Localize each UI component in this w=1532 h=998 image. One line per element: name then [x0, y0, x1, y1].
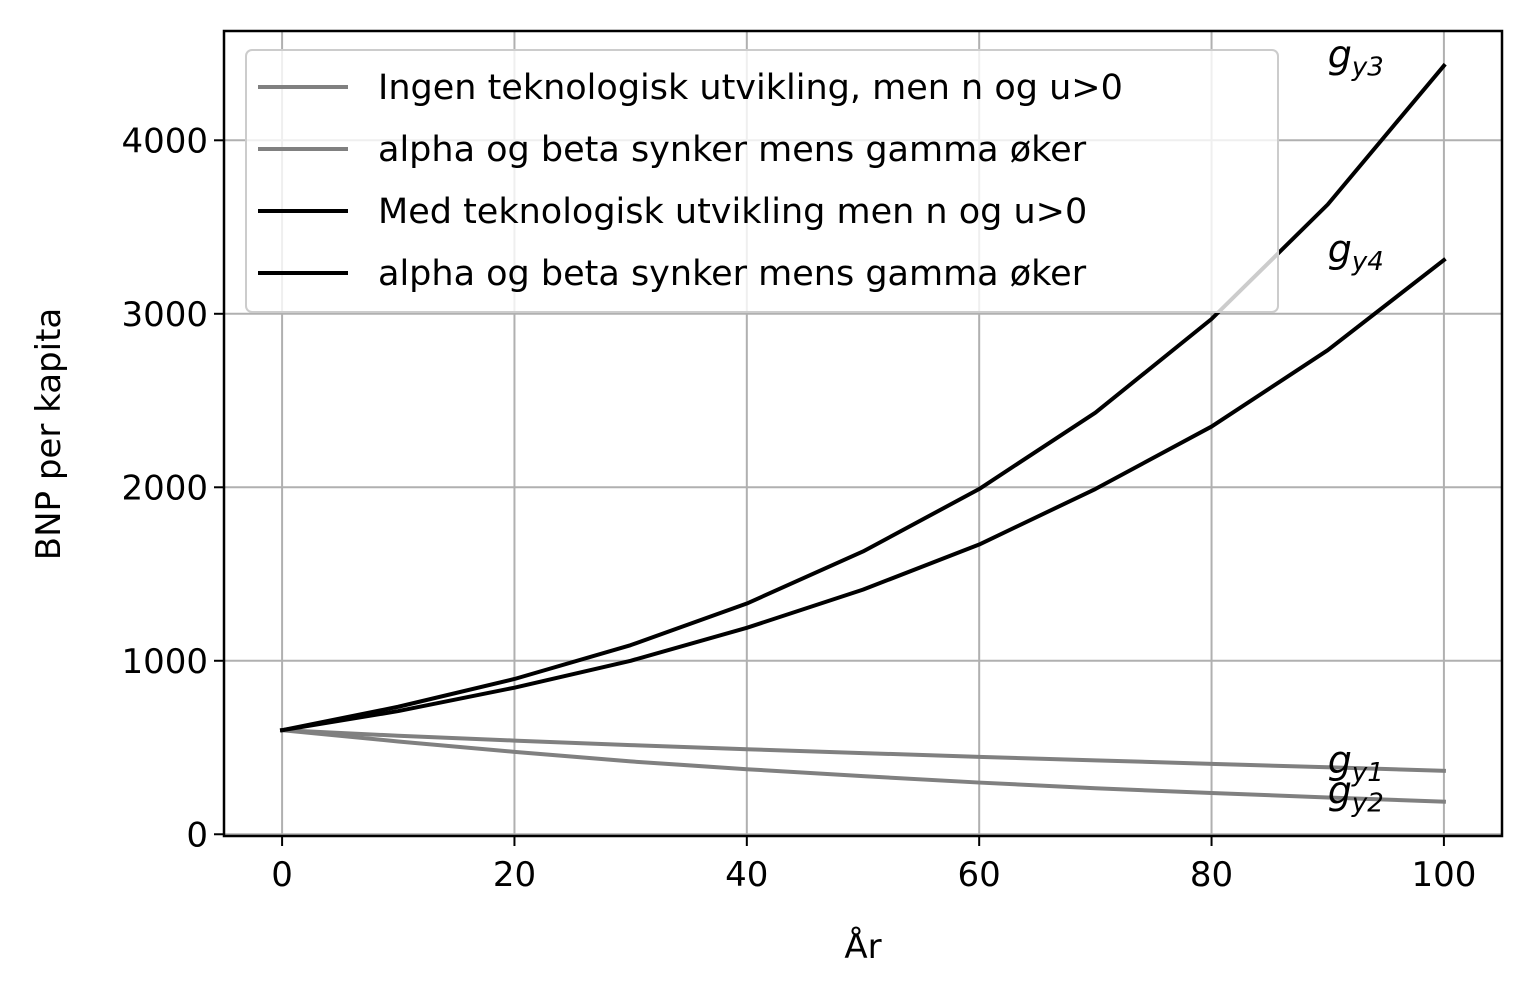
series-label-y4: gy4: [1328, 227, 1384, 277]
y-tick-label: 3000: [121, 295, 208, 335]
y-tick-label: 4000: [121, 121, 208, 161]
series-label-y2: gy2: [1328, 769, 1384, 819]
y-tick-label: 2000: [121, 468, 208, 508]
series-label-base: g: [1328, 33, 1352, 77]
x-tick-label: 20: [493, 855, 536, 895]
legend-label-y2: alpha og beta synker mens gamma øker: [378, 130, 1087, 170]
series-label-sub: y3: [1351, 53, 1384, 83]
legend-label-y1: Ingen teknologisk utvikling, men n og u>…: [378, 68, 1123, 108]
series-line-y1: [279, 728, 1446, 773]
series-label-base: g: [1328, 769, 1352, 813]
x-tick-label: 80: [1190, 855, 1233, 895]
legend-label-y4: alpha og beta synker mens gamma øker: [378, 254, 1087, 294]
series-label-base: g: [1328, 738, 1352, 782]
series-line-y4: [279, 257, 1447, 733]
series-label-y1: gy1: [1328, 738, 1384, 788]
x-axis-label: År: [844, 926, 881, 967]
y-tick-label: 1000: [121, 642, 208, 682]
y-tick-label: 0: [186, 815, 208, 855]
series-label-base: g: [1328, 227, 1352, 271]
plot-frame: [222, 29, 1504, 838]
y-axis-label: BNP per kapita: [29, 308, 69, 560]
legend-frame: [245, 49, 1279, 313]
series-line-y2: [279, 727, 1446, 804]
legend: Ingen teknologisk utvikling, men n og u>…: [245, 49, 1279, 313]
series-label-sub: y2: [1351, 789, 1384, 819]
x-tick-label: 40: [725, 855, 768, 895]
series-label-sub: y4: [1351, 247, 1384, 277]
legend-label-y3: Med teknologisk utvikling men n og u>0: [378, 192, 1087, 232]
x-tick-label: 0: [271, 855, 293, 895]
x-tick-label: 60: [958, 855, 1001, 895]
x-tick-label: 100: [1411, 855, 1476, 895]
series-label-y3: gy3: [1328, 33, 1384, 83]
series-label-sub: y1: [1351, 758, 1384, 788]
